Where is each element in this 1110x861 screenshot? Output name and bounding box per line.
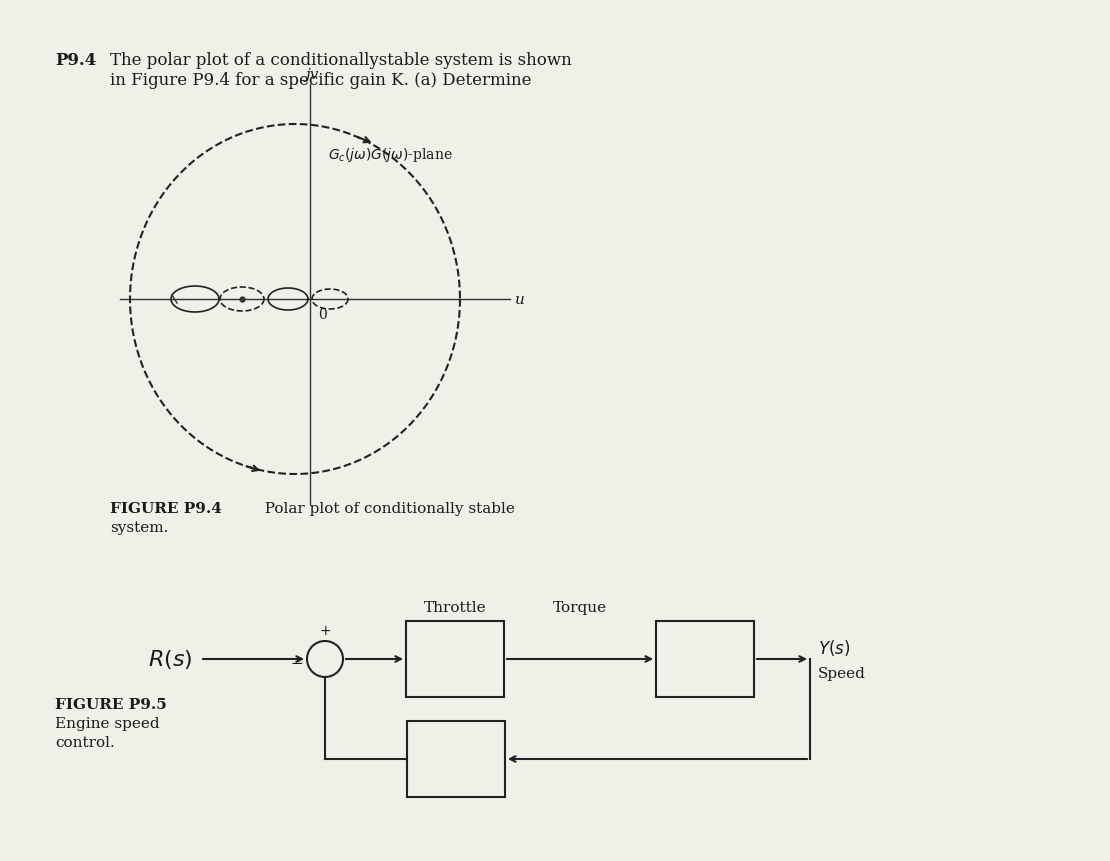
Text: $Y(s)$: $Y(s)$: [818, 637, 850, 657]
Text: K: K: [699, 634, 712, 651]
Text: in Figure P9.4 for a specific gain K. (a) Determine: in Figure P9.4 for a specific gain K. (a…: [110, 72, 532, 89]
Text: jv: jv: [305, 68, 319, 82]
Text: Torque: Torque: [553, 600, 607, 614]
Text: The polar plot of a conditionallystable system is shown: The polar plot of a conditionallystable …: [110, 52, 572, 69]
Text: 1: 1: [450, 634, 461, 651]
Bar: [406, 622, 504, 697]
Text: −: −: [290, 656, 303, 671]
Text: FIGURE P9.4: FIGURE P9.4: [110, 501, 222, 516]
Bar: [407, 722, 505, 797]
Text: $\tau_t s + 1$: $\tau_t s + 1$: [432, 670, 478, 686]
Text: Speed: Speed: [818, 666, 866, 680]
Text: P9.4: P9.4: [56, 52, 97, 69]
Text: system.: system.: [110, 520, 169, 535]
Text: $G_c(j\omega)G(j\omega)$-plane: $G_c(j\omega)G(j\omega)$-plane: [327, 146, 453, 164]
Text: control.: control.: [56, 735, 114, 749]
Text: Polar plot of conditionally stable: Polar plot of conditionally stable: [255, 501, 515, 516]
Text: FIGURE P9.5: FIGURE P9.5: [56, 697, 166, 711]
Text: u: u: [515, 293, 525, 307]
Text: Throttle: Throttle: [424, 600, 486, 614]
Text: 1: 1: [451, 734, 462, 751]
Bar: [656, 622, 754, 697]
Text: $R(s)$: $R(s)$: [148, 647, 192, 671]
Text: Engine speed: Engine speed: [56, 716, 160, 730]
Text: $\tau_e s + 1$: $\tau_e s + 1$: [680, 670, 729, 686]
Text: 0: 0: [317, 307, 326, 322]
Text: +: +: [320, 623, 331, 637]
Text: $\tau_m s + 1$: $\tau_m s + 1$: [430, 770, 482, 786]
